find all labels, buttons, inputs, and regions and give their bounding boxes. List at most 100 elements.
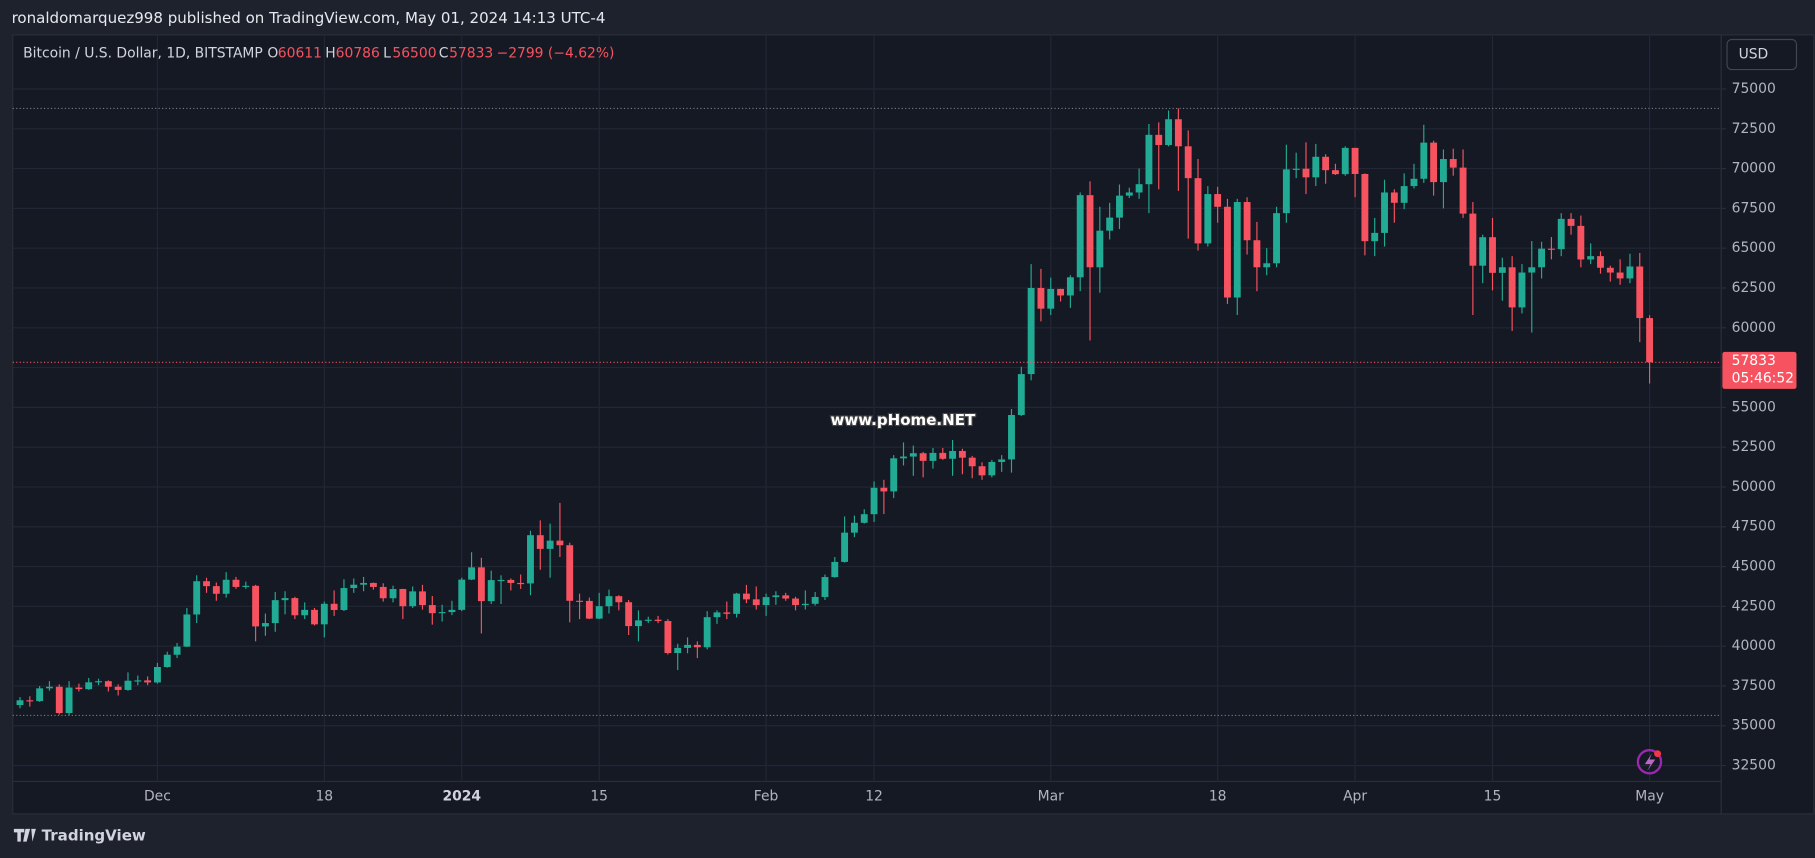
candle-body bbox=[163, 654, 171, 668]
candle-body bbox=[114, 686, 122, 690]
candle-body bbox=[1577, 225, 1585, 260]
candle-body bbox=[232, 579, 240, 587]
candle-body bbox=[782, 595, 790, 599]
candle-body bbox=[291, 598, 299, 616]
y-tick-label: 67500 bbox=[1732, 200, 1776, 216]
candle-body bbox=[311, 609, 318, 625]
candle-body bbox=[909, 453, 917, 457]
candle-body bbox=[252, 585, 260, 627]
brand-logo bbox=[13, 828, 36, 842]
last-price-label: 57833 bbox=[1732, 353, 1776, 369]
y-tick-label: 35000 bbox=[1732, 718, 1776, 734]
candle-body bbox=[75, 687, 83, 690]
x-tick-label: Apr bbox=[1343, 789, 1367, 805]
x-tick-label: Feb bbox=[754, 789, 779, 805]
candle-body bbox=[1174, 119, 1182, 147]
y-tick-label: 75000 bbox=[1732, 81, 1776, 97]
candle-body bbox=[929, 452, 937, 461]
y-tick-label: 32500 bbox=[1732, 758, 1776, 774]
candle-body bbox=[1096, 230, 1104, 268]
candle-body bbox=[605, 596, 613, 607]
candle-body bbox=[65, 687, 73, 714]
currency-label[interactable]: USD bbox=[1739, 47, 1769, 63]
candle-body bbox=[1351, 147, 1359, 174]
candle-body bbox=[1606, 267, 1614, 273]
candle-body bbox=[389, 589, 397, 599]
candle-body bbox=[1135, 184, 1143, 193]
y-tick-label: 40000 bbox=[1732, 638, 1776, 654]
x-tick-label: 15 bbox=[590, 789, 608, 805]
candle-body bbox=[448, 609, 456, 613]
candle-body bbox=[576, 600, 583, 602]
candle-body bbox=[134, 680, 142, 682]
y-tick-label: 50000 bbox=[1732, 479, 1776, 495]
candle-body bbox=[95, 681, 102, 683]
x-tick-label: May bbox=[1635, 789, 1664, 805]
candle-body bbox=[1557, 218, 1565, 250]
y-tick-label: 72500 bbox=[1732, 121, 1776, 137]
price-axis bbox=[1720, 34, 1815, 815]
candle-body bbox=[428, 605, 436, 614]
candle-body bbox=[801, 603, 809, 606]
candle-body bbox=[527, 535, 534, 584]
candle-body bbox=[487, 580, 495, 602]
candle-body bbox=[968, 457, 976, 467]
candle-body bbox=[419, 591, 426, 606]
candle-body bbox=[958, 450, 966, 458]
candle-body bbox=[743, 593, 750, 600]
y-tick-label: 42500 bbox=[1732, 598, 1776, 614]
candle-body bbox=[222, 579, 230, 594]
candle-body bbox=[1469, 213, 1477, 266]
candle-body bbox=[183, 614, 191, 647]
candle-body bbox=[1518, 272, 1526, 308]
candle-body bbox=[674, 647, 682, 653]
candle-body bbox=[1322, 156, 1330, 171]
candle-body bbox=[1459, 167, 1467, 214]
candle-body bbox=[1047, 288, 1055, 309]
candle-body bbox=[1528, 267, 1536, 273]
candle-body bbox=[173, 646, 181, 655]
candle-body bbox=[536, 535, 544, 549]
candle-body bbox=[104, 681, 112, 687]
candle-body bbox=[733, 593, 741, 614]
candle-body bbox=[46, 686, 53, 689]
candle-body bbox=[556, 540, 564, 546]
candle-body bbox=[1184, 146, 1192, 179]
candle-body bbox=[1155, 134, 1163, 146]
candle-body bbox=[1341, 147, 1349, 175]
candle-body bbox=[379, 586, 387, 599]
candle-body bbox=[546, 540, 554, 549]
x-tick-label: 18 bbox=[1209, 789, 1227, 805]
candle-body bbox=[301, 609, 309, 616]
candle-body bbox=[1626, 266, 1634, 279]
candle-body bbox=[1145, 134, 1153, 185]
candle-body bbox=[1489, 237, 1496, 273]
y-tick-label: 65000 bbox=[1732, 240, 1776, 256]
currency-button[interactable] bbox=[1726, 38, 1798, 71]
candle-body bbox=[1086, 195, 1094, 268]
bar-countdown: 05:46:52 bbox=[1732, 370, 1794, 386]
candle-body bbox=[1125, 192, 1133, 196]
candle-body bbox=[261, 623, 269, 627]
y-tick-label: 70000 bbox=[1732, 161, 1776, 177]
candle-body bbox=[1312, 156, 1320, 178]
candle-body bbox=[1008, 415, 1015, 460]
last-price-tag bbox=[1722, 351, 1797, 389]
candle-body bbox=[939, 452, 947, 459]
candle-body bbox=[1017, 374, 1025, 416]
candle-body bbox=[144, 680, 152, 683]
candle-body bbox=[919, 453, 927, 461]
candle-body bbox=[497, 579, 505, 582]
candle-body bbox=[320, 603, 328, 625]
candle-body bbox=[880, 487, 888, 492]
candle-body bbox=[1538, 248, 1546, 268]
legend-l: L bbox=[383, 45, 391, 61]
alert-icon[interactable] bbox=[1636, 749, 1663, 775]
candle-body bbox=[900, 456, 907, 459]
candle-body bbox=[477, 567, 485, 602]
candle-body bbox=[399, 589, 407, 607]
candle-body bbox=[1439, 159, 1447, 183]
candle-body bbox=[1066, 277, 1074, 296]
candle-body bbox=[1027, 287, 1035, 375]
candle-body bbox=[1636, 266, 1644, 319]
